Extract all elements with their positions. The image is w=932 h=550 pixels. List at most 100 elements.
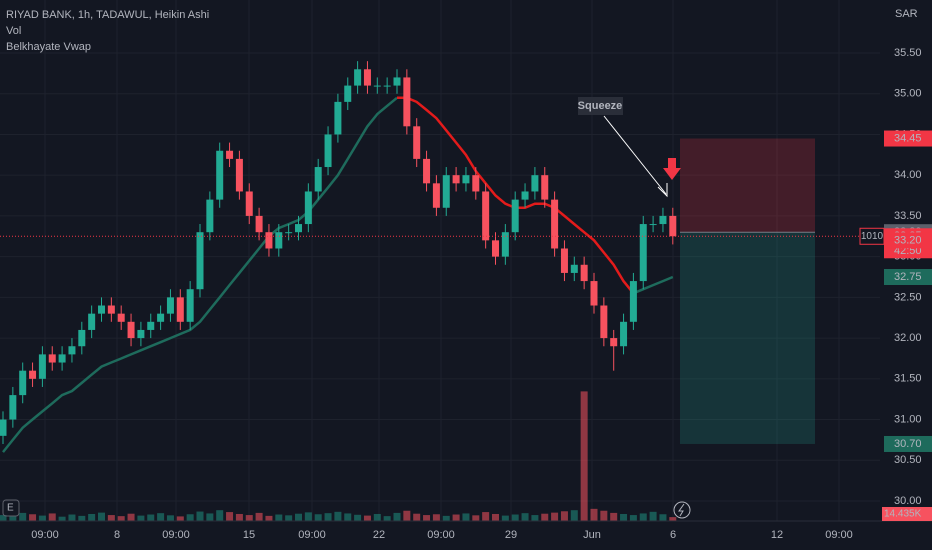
volume-bar: [98, 512, 105, 521]
volume-bar: [147, 514, 155, 521]
candle-body: [531, 175, 539, 192]
events-icon[interactable]: [673, 501, 691, 519]
candle-body: [403, 77, 411, 127]
x-tick-label: 12: [771, 529, 783, 541]
candle-body: [68, 346, 76, 355]
volume-bar: [541, 513, 549, 521]
candle-body: [649, 224, 657, 226]
y-tick-label: 32.00: [894, 332, 922, 344]
x-tick-label: 09:00: [825, 529, 853, 541]
volume-bar: [521, 513, 529, 521]
x-tick-label: 09:00: [31, 529, 59, 541]
candle-body: [472, 175, 480, 192]
volume-bar: [600, 510, 608, 521]
x-tick-label: 6: [670, 529, 676, 541]
volume-bar: [423, 515, 431, 521]
price-tag-bg: [884, 269, 932, 285]
candle-body: [669, 215, 677, 237]
volume-bar: [363, 515, 371, 521]
events-circle[interactable]: [673, 501, 691, 519]
logo-frame[interactable]: [2, 499, 20, 517]
candle-body: [147, 321, 155, 330]
candle-body: [127, 321, 135, 339]
price-tag-bg: [884, 435, 932, 452]
candle-body: [560, 248, 568, 273]
volume-bar: [620, 513, 628, 521]
y-tick-label: 35.50: [894, 47, 922, 59]
price-tag: 34.45: [894, 132, 922, 144]
candle-body: [452, 175, 460, 184]
candle-body: [432, 183, 440, 208]
candle-body: [344, 85, 352, 102]
volume-bar: [344, 513, 352, 521]
candle-body: [206, 199, 214, 233]
volume-bar: [590, 508, 598, 521]
volume-bar: [551, 512, 559, 521]
volume-bar: [255, 512, 263, 521]
candle-body: [137, 329, 145, 339]
candle-body: [216, 150, 224, 200]
x-tick-label: 09:00: [162, 529, 190, 541]
candle-body: [570, 264, 578, 273]
countdown: 42:50: [894, 245, 922, 257]
candle-body: [580, 264, 588, 282]
candle-body: [629, 281, 637, 322]
price-line-tag: 1010: [861, 231, 884, 242]
vwap-line: [2, 96, 674, 453]
volume-bar: [373, 513, 381, 521]
volume-bar: [9, 516, 17, 521]
annotation-arrowhead: [657, 183, 668, 198]
price-tag-bg: [884, 232, 932, 249]
candle-body: [442, 175, 450, 208]
chart-title: RIYAD BANK, 1h, TADAWUL, Heikin Ashi: [6, 9, 209, 21]
volume-bar: [501, 515, 509, 521]
price-tag: 30.70: [894, 438, 922, 450]
candle-body: [334, 101, 342, 135]
volume-bar: [157, 513, 165, 521]
candle-body: [235, 158, 243, 192]
candle-body: [314, 167, 322, 192]
candle-body: [354, 69, 362, 86]
candle-body: [600, 305, 608, 339]
volume-bar: [78, 515, 86, 521]
candle-body: [275, 232, 283, 249]
x-tick-label: Jun: [583, 529, 601, 541]
candle-body: [363, 69, 371, 86]
volume-bar: [432, 514, 440, 521]
volume-bar: [482, 512, 490, 521]
candle-body: [501, 232, 509, 257]
y-tick-label: 30.50: [894, 454, 922, 466]
volume-bar: [285, 515, 293, 521]
candle-body: [620, 321, 628, 347]
candle-body: [295, 224, 302, 233]
candle-body: [88, 313, 96, 330]
candle-body: [541, 175, 549, 200]
candle-body: [196, 232, 204, 290]
volume-bar: [610, 512, 618, 521]
candle-body: [176, 297, 184, 322]
candle-body: [58, 354, 66, 363]
volume-bar: [275, 514, 283, 521]
candle-body: [639, 224, 647, 282]
annotation: Squeeze: [578, 100, 623, 112]
candle-body: [245, 191, 253, 216]
volume-bar: [0, 515, 7, 521]
y-tick-label: 32.50: [894, 291, 922, 303]
y-tick-label: 31.50: [894, 373, 922, 385]
candle-body: [166, 297, 174, 314]
logo[interactable]: E: [2, 499, 20, 517]
candle-body: [383, 85, 391, 87]
volume-bar: [383, 516, 391, 521]
volume-tag-bg: [882, 507, 932, 521]
x-tick-label: 29: [505, 529, 517, 541]
volume-bar: [649, 511, 657, 521]
volume-bar: [560, 511, 568, 521]
volume-bar: [166, 515, 174, 521]
volume-bar: [531, 515, 539, 521]
price-tag: 32.75: [894, 271, 922, 283]
candle-body: [423, 158, 431, 184]
volume-bar: [334, 511, 342, 521]
events-bolt[interactable]: [678, 503, 685, 517]
logo-glyph[interactable]: E: [7, 503, 14, 514]
volume-bar: [393, 512, 401, 521]
